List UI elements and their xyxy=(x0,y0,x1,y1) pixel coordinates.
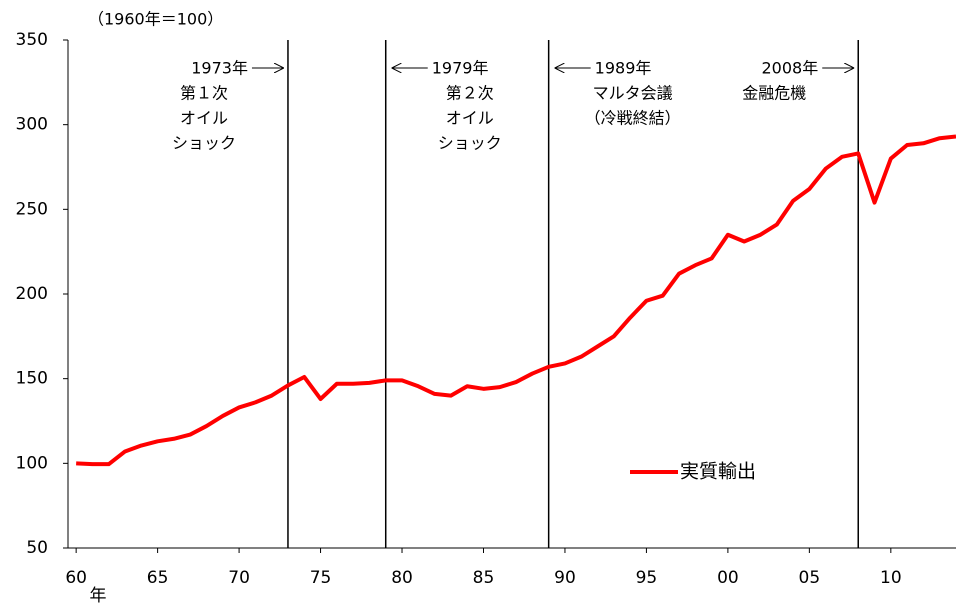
y-tick-label: 250 xyxy=(16,199,48,219)
annotation-text: 2008年 xyxy=(762,59,819,78)
annotation-text: （冷戦終結） xyxy=(585,109,681,128)
x-tick-label: 75 xyxy=(310,568,332,588)
y-tick-label: 150 xyxy=(16,369,48,389)
annotation-text: 1973年 xyxy=(191,59,248,78)
y-tick-label: 100 xyxy=(16,453,48,473)
annotation-text: マルタ会議 xyxy=(593,84,673,103)
x-tick-label: 95 xyxy=(636,568,658,588)
unit-label: （1960年＝100） xyxy=(88,10,223,29)
x-axis-label: 年 xyxy=(90,586,107,604)
x-tick-label: 70 xyxy=(228,568,250,588)
annotation-text: 1989年 xyxy=(595,59,652,78)
x-tick-label: 80 xyxy=(391,568,413,588)
annotation-text: オイル xyxy=(180,109,228,128)
annotation-text: ショック xyxy=(438,134,502,153)
legend-label: 実質輸出 xyxy=(680,461,756,483)
annotation-text: 金融危機 xyxy=(742,84,806,103)
x-tick-label: 90 xyxy=(554,568,576,588)
annotation-text: ショック xyxy=(172,134,236,153)
y-tick-label: 300 xyxy=(16,115,48,135)
annotation-text: 第２次 xyxy=(446,84,494,103)
y-tick-label: 350 xyxy=(16,30,48,50)
annotation-text: 1979年 xyxy=(432,59,489,78)
y-tick-label: 50 xyxy=(26,538,48,558)
annotation-text: 第１次 xyxy=(180,84,228,103)
x-tick-label: 05 xyxy=(799,568,821,588)
y-tick-label: 200 xyxy=(16,284,48,304)
x-tick-label: 65 xyxy=(147,568,169,588)
x-tick-label: 60 xyxy=(65,568,87,588)
x-tick-label: 10 xyxy=(880,568,902,588)
x-tick-label: 85 xyxy=(473,568,495,588)
line-series xyxy=(76,134,956,467)
annotation-text: オイル xyxy=(446,109,494,128)
x-tick-label: 00 xyxy=(717,568,739,588)
